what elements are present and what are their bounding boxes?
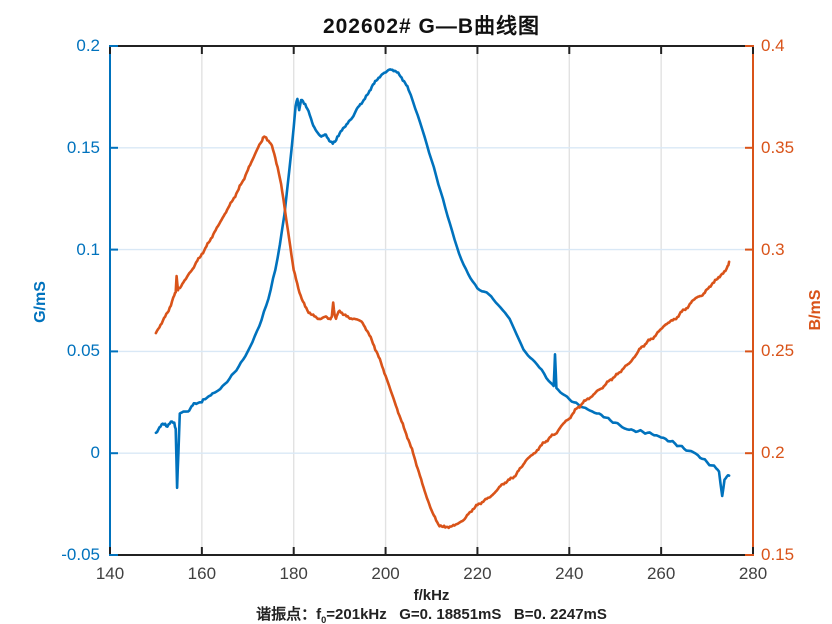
right-tick-label: 0.3	[761, 239, 785, 259]
right-tick-label: 0.15	[761, 545, 795, 564]
x-axis-label: f/kHz	[413, 587, 450, 604]
x-tick-label: 280	[738, 564, 768, 583]
x-tick-label: 140	[95, 564, 125, 583]
left-axis-label: G/mS	[32, 281, 49, 323]
right-tick-label: 0.25	[761, 341, 795, 361]
x-tick-label: 180	[279, 564, 308, 583]
left-tick-label: 0.2	[76, 36, 100, 55]
annotation-prefix: 谐振点：f	[256, 606, 322, 623]
x-tick-label: 200	[371, 564, 400, 583]
left-tick-label: 0	[90, 443, 100, 463]
g-curve	[154, 68, 731, 498]
left-tick-label: -0.05	[61, 545, 100, 564]
b-curve	[154, 135, 731, 530]
annotation-suffix: =201kHz G=0. 18851mS B=0. 2247mS	[326, 606, 607, 623]
left-tick-label: 0.15	[66, 137, 100, 157]
x-tick-label: 240	[555, 564, 584, 583]
x-tick-label: 160	[187, 564, 217, 583]
left-tick-label: 0.05	[66, 341, 100, 361]
chart-title: 202602# G—B曲线图	[322, 15, 541, 38]
right-axis-label: B/mS	[807, 289, 824, 331]
left-tick-label: 0.1	[76, 239, 100, 259]
resonance-annotation: 谐振点：f0=201kHz G=0. 18851mS B=0. 2247mS	[60, 603, 803, 624]
x-tick-label: 260	[646, 564, 676, 583]
annotation-subscript: 0	[321, 615, 327, 624]
right-tick-label: 0.4	[761, 36, 785, 55]
x-tick-label: 220	[463, 564, 492, 583]
right-tick-label: 0.2	[761, 443, 785, 463]
right-tick-label: 0.35	[761, 137, 795, 157]
